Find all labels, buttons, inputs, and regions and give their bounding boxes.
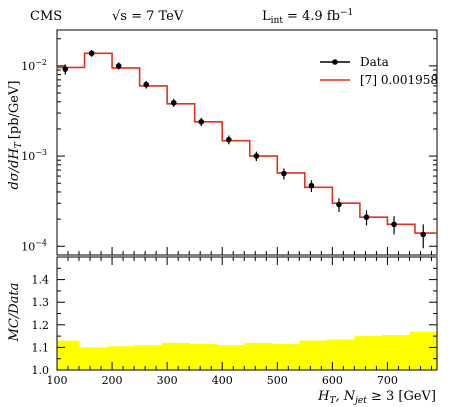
energy-label: √s = 7 TeV [112, 9, 184, 24]
data-point [308, 182, 315, 189]
ratio-bar [299, 340, 328, 370]
main-plot-frame [56, 29, 438, 256]
ratio-y-ticks: 1.0 1.1 1.2 1.3 1.4 [32, 256, 437, 377]
ratio-y-tick-label: 1.3 [32, 296, 50, 309]
main-y-tick-label: 10−2 [21, 58, 47, 73]
x-axis-jet-subscript: jet [353, 396, 367, 406]
experiment-label: CMS [30, 9, 62, 24]
x-tick-label: 400 [212, 374, 233, 387]
main-y-tick-label: 10−3 [21, 148, 47, 163]
x-axis-separator: , N [335, 389, 355, 404]
data-point [88, 50, 95, 57]
data-point [253, 153, 260, 159]
ratio-bar [354, 336, 383, 370]
main-y-tick-label: 10−4 [21, 238, 47, 253]
main-y-axis-title: dσ/dHT[pb/GeV] [7, 81, 24, 190]
luminosity-symbol: L [262, 9, 271, 24]
ratio-bar [216, 345, 245, 370]
main-y-tick-base: 10 [21, 60, 35, 73]
x-tick-label: 600 [322, 374, 343, 387]
data-point [62, 66, 69, 72]
ratio-bar [161, 342, 190, 370]
x-tick-label: 200 [102, 374, 123, 387]
legend-mc-label: [7] 0.001958 [360, 73, 438, 87]
x-tick-label: 500 [267, 374, 288, 387]
data-point [143, 81, 150, 88]
x-tick-label: 100 [47, 374, 68, 387]
data-point [198, 118, 205, 125]
ratio-bars [57, 331, 438, 370]
legend-data-label: Data [360, 55, 389, 69]
luminosity-label: Lint = 4.9 fb−1 [262, 8, 353, 26]
main-y-tick-base: 10 [21, 150, 35, 163]
ratio-bar [134, 345, 163, 370]
ratio-bar [189, 344, 218, 370]
ratio-x-ticks: 100 200 300 400 500 600 700 [47, 257, 432, 387]
legend-data-marker [332, 59, 338, 65]
main-y-axis-subscript: T [14, 141, 24, 148]
ratio-bar [381, 334, 410, 370]
ratio-bar [57, 340, 80, 370]
data-points [62, 50, 427, 249]
main-y-tick-base: 10 [21, 240, 35, 253]
ratio-y-tick-label: 1.2 [32, 319, 50, 332]
ratio-bar [244, 342, 273, 370]
x-axis-subscript: T [329, 396, 336, 406]
luminosity-exponent: −1 [340, 8, 353, 18]
main-y-tick-exponent: −3 [35, 148, 47, 157]
data-point [226, 136, 232, 143]
main-y-tick-exponent: −2 [35, 58, 47, 67]
mc-prediction-line [57, 52, 437, 234]
ratio-bar [326, 339, 355, 370]
x-tick-label: 700 [377, 374, 398, 387]
ratio-y-tick-label: 1.0 [32, 364, 50, 377]
data-point [281, 170, 287, 177]
legend: Data [7] 0.001958 [320, 55, 438, 87]
figure-header: CMS √s = 7 TeV Lint = 4.9 fb−1 [30, 8, 353, 26]
x-tick-label: 300 [157, 374, 178, 387]
data-point [391, 221, 397, 228]
ratio-panel: 1.0 1.1 1.2 1.3 1.4 100 200 300 400 500 600 700 [32, 256, 438, 387]
x-axis-symbol: H [317, 389, 330, 404]
luminosity-subscript: int [271, 16, 284, 26]
ratio-bar [106, 346, 135, 370]
ratio-bar [79, 347, 108, 370]
main-x-ticks [56, 247, 432, 255]
data-point [115, 63, 122, 69]
ratio-bar [409, 331, 438, 370]
x-axis-unit: ≥ 3 [GeV] [367, 389, 436, 404]
main-y-axis-symbol: dσ/dH [7, 148, 22, 190]
ratio-y-tick-label: 1.4 [32, 274, 50, 287]
data-point [420, 231, 427, 238]
x-axis-title: HT, Njet ≥ 3 [GeV] [317, 389, 436, 406]
ratio-y-axis-title: MC/Data [7, 283, 22, 343]
data-point [336, 201, 342, 208]
ratio-bar [271, 344, 300, 370]
data-point [363, 214, 370, 221]
main-y-ticks: 10−210−310−4 [21, 38, 437, 253]
main-y-tick-exponent: −4 [35, 238, 47, 247]
data-point [170, 99, 177, 106]
main-y-axis-unit: [pb/GeV] [7, 81, 22, 140]
luminosity-value: = 4.9 fb [287, 9, 340, 24]
ratio-y-tick-label: 1.1 [32, 341, 50, 354]
